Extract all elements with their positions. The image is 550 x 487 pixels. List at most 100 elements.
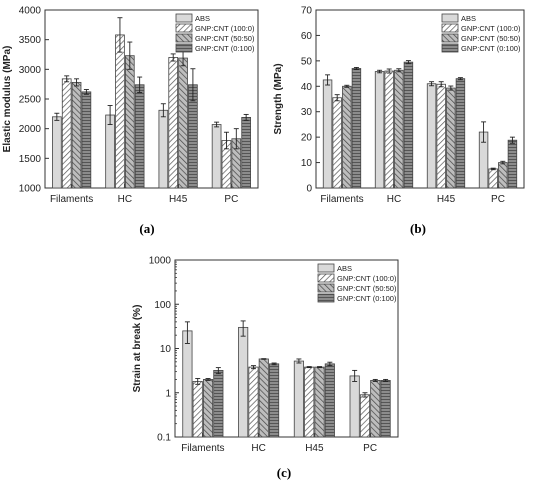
y-tick-label: 20 <box>301 133 313 144</box>
y-tick-label: 3500 <box>19 35 42 46</box>
panel-label-b: (b) <box>410 221 426 236</box>
bar <box>507 139 518 189</box>
bar <box>374 71 385 189</box>
y-tick-label: 30 <box>301 107 313 118</box>
panel-label-a: (a) <box>139 221 154 236</box>
legend-label: ABS <box>337 264 352 273</box>
x-tick-label: H45 <box>437 194 456 205</box>
bar <box>178 57 188 189</box>
y-tick-label: 70 <box>301 6 313 17</box>
legend-label: ABS <box>195 14 210 23</box>
bar <box>498 162 508 189</box>
legend-swatch <box>175 13 193 23</box>
legend-swatch <box>175 43 193 53</box>
legend-swatch <box>317 273 335 283</box>
y-tick-label: 3000 <box>19 65 42 76</box>
y-tick-label: 1500 <box>19 154 42 165</box>
y-tick-label: 0 <box>306 184 312 195</box>
legend-label: GNP:CNT (50:50) <box>461 34 521 43</box>
legend-label: GNP:CNT (50:50) <box>337 284 397 293</box>
legend-label: GNP:CNT (0:100) <box>461 44 521 53</box>
bar <box>351 68 362 189</box>
bar <box>124 55 135 189</box>
legend-swatch <box>441 23 459 33</box>
bar <box>324 363 335 438</box>
y-tick-label: 2500 <box>19 95 42 106</box>
x-tick-label: Filaments <box>181 443 224 454</box>
bar <box>115 34 125 189</box>
x-tick-label: PC <box>363 443 377 454</box>
legend-label: ABS <box>461 14 476 23</box>
y-tick-label: 10 <box>160 344 172 355</box>
bar <box>238 326 249 438</box>
chart-strength: 0 10 20 30 40 50 60 70 Strength (MPa) Filaments HC… <box>273 6 525 205</box>
y-axis-label: Strength (MPa) <box>273 63 284 134</box>
bar <box>426 83 437 189</box>
bar <box>192 381 203 438</box>
bar <box>71 81 82 189</box>
bar <box>52 116 62 189</box>
bar <box>134 84 145 189</box>
bar <box>241 116 251 189</box>
bar <box>158 109 169 189</box>
legend-swatch <box>441 13 459 23</box>
bar <box>446 87 456 189</box>
bar <box>370 380 381 438</box>
legend-swatch <box>441 43 459 53</box>
bar <box>248 366 259 438</box>
bar <box>182 330 193 438</box>
bar <box>168 57 179 189</box>
legend-label: GNP:CNT (100:0) <box>195 24 255 33</box>
x-tick-label: Filaments <box>50 194 93 205</box>
y-tick-label: 0.1 <box>157 433 171 444</box>
y-tick-label: 100 <box>154 300 171 311</box>
bar <box>81 91 92 189</box>
bar <box>384 70 394 189</box>
bar <box>359 394 371 438</box>
x-tick-label: H45 <box>305 443 324 454</box>
legend-label: GNP:CNT (0:100) <box>337 294 397 303</box>
y-tick-label: 60 <box>301 31 313 42</box>
bar <box>455 78 466 189</box>
x-tick-label: HC <box>251 443 265 454</box>
legend-label: GNP:CNT (100:0) <box>337 274 397 283</box>
bar <box>322 79 333 189</box>
bar <box>394 69 404 189</box>
y-axis-label: Strain at break (%) <box>132 305 143 393</box>
legend-swatch <box>175 23 193 33</box>
bar <box>314 366 325 438</box>
bar <box>403 61 414 189</box>
bar <box>213 369 224 438</box>
chart-strain-at-break: 0.1 1 10 100 1000 Strain at break (%) Filament… <box>132 256 399 454</box>
x-tick-label: Filaments <box>320 194 363 205</box>
y-tick-label: 10 <box>301 158 313 169</box>
bar <box>488 168 498 189</box>
legend-swatch <box>317 263 335 273</box>
x-tick-label: PC <box>491 194 505 205</box>
y-tick-label: 1 <box>165 388 171 399</box>
bar <box>332 97 342 189</box>
x-tick-label: PC <box>224 194 238 205</box>
legend-swatch <box>175 33 193 43</box>
bar <box>258 358 269 438</box>
legend-swatch <box>317 293 335 303</box>
bar <box>349 375 360 438</box>
bar <box>61 78 72 189</box>
bar <box>436 83 446 189</box>
bar <box>293 360 304 438</box>
y-axis-label: Elastic modulus (MPa) <box>2 46 13 153</box>
bar <box>105 114 115 189</box>
legend-label: GNP:CNT (0:100) <box>195 44 255 53</box>
bar <box>269 363 280 438</box>
bar <box>342 85 352 189</box>
y-tick-label: 1000 <box>149 256 172 267</box>
bar <box>211 124 222 189</box>
legend-swatch <box>317 283 335 293</box>
legend-label: GNP:CNT (50:50) <box>195 34 255 43</box>
legend-label: GNP:CNT (100:0) <box>461 24 521 33</box>
chart-elastic-modulus: 1000 1500 2000 2500 3000 3500 4000 Elastic modu… <box>2 6 259 205</box>
bar <box>304 366 315 438</box>
y-tick-label: 1000 <box>19 184 42 195</box>
legend-swatch <box>441 33 459 43</box>
